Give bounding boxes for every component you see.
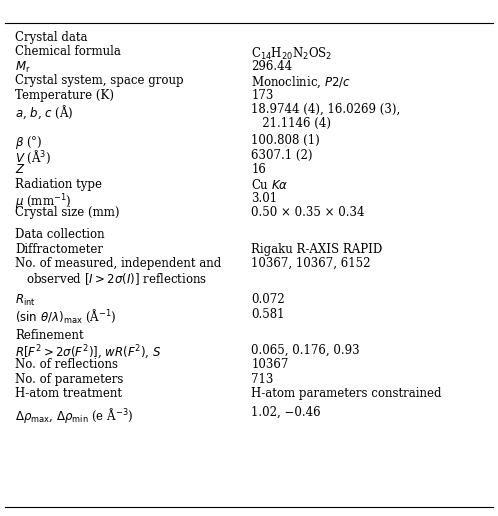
Text: 18.9744 (4), 16.0269 (3),: 18.9744 (4), 16.0269 (3), [251, 103, 401, 116]
Text: 10367, 10367, 6152: 10367, 10367, 6152 [251, 257, 371, 270]
Text: 3.01: 3.01 [251, 192, 277, 205]
Text: Diffractometer: Diffractometer [15, 243, 103, 255]
Text: 713: 713 [251, 373, 274, 385]
Text: $a$, $b$, $c$ (Å): $a$, $b$, $c$ (Å) [15, 103, 74, 121]
Text: C$_{14}$H$_{20}$N$_{2}$OS$_{2}$: C$_{14}$H$_{20}$N$_{2}$OS$_{2}$ [251, 45, 333, 61]
Text: $\mu$ (mm$^{-1}$): $\mu$ (mm$^{-1}$) [15, 192, 72, 212]
Text: No. of measured, independent and: No. of measured, independent and [15, 257, 221, 270]
Text: Refinement: Refinement [15, 329, 84, 342]
Text: Temperature (K): Temperature (K) [15, 89, 114, 102]
Text: $Z$: $Z$ [15, 163, 25, 176]
Text: Crystal system, space group: Crystal system, space group [15, 74, 184, 87]
Text: 0.50 × 0.35 × 0.34: 0.50 × 0.35 × 0.34 [251, 206, 365, 219]
Text: Rigaku R-AXIS RAPID: Rigaku R-AXIS RAPID [251, 243, 383, 255]
Text: No. of parameters: No. of parameters [15, 373, 124, 385]
Text: 0.065, 0.176, 0.93: 0.065, 0.176, 0.93 [251, 344, 360, 357]
Text: Monoclinic, $P2/c$: Monoclinic, $P2/c$ [251, 74, 352, 90]
Text: No. of reflections: No. of reflections [15, 358, 118, 371]
Text: Crystal data: Crystal data [15, 31, 88, 44]
Text: $V$ (Å$^{3}$): $V$ (Å$^{3}$) [15, 149, 51, 166]
Text: 10367: 10367 [251, 358, 289, 371]
Text: Crystal size (mm): Crystal size (mm) [15, 206, 120, 219]
Text: $R_\mathrm{int}$: $R_\mathrm{int}$ [15, 293, 36, 308]
Text: observed [$I > 2\sigma(I)$] reflections: observed [$I > 2\sigma(I)$] reflections [15, 271, 207, 287]
Text: $(\sin\,\theta/\lambda)_\mathrm{max}$ (Å$^{-1}$): $(\sin\,\theta/\lambda)_\mathrm{max}$ (Å… [15, 308, 117, 325]
Text: Radiation type: Radiation type [15, 178, 102, 190]
Text: $M_\mathrm{r}$: $M_\mathrm{r}$ [15, 60, 30, 75]
Text: 0.072: 0.072 [251, 293, 285, 306]
Text: $\beta$ (°): $\beta$ (°) [15, 134, 42, 151]
Text: 21.1146 (4): 21.1146 (4) [251, 117, 332, 130]
Text: H-atom treatment: H-atom treatment [15, 387, 122, 400]
Text: $\Delta\rho_\mathrm{max}$, $\Delta\rho_\mathrm{min}$ (e Å$^{-3}$): $\Delta\rho_\mathrm{max}$, $\Delta\rho_\… [15, 406, 133, 425]
Text: 100.808 (1): 100.808 (1) [251, 134, 320, 147]
Text: H-atom parameters constrained: H-atom parameters constrained [251, 387, 442, 400]
Text: 173: 173 [251, 89, 274, 102]
Text: 6307.1 (2): 6307.1 (2) [251, 149, 313, 162]
Text: Data collection: Data collection [15, 228, 105, 241]
Text: 1.02, −0.46: 1.02, −0.46 [251, 406, 321, 418]
Text: 16: 16 [251, 163, 266, 176]
Text: Chemical formula: Chemical formula [15, 45, 121, 58]
Text: $R[F^{2} > 2\sigma(F^{2})]$, $wR(F^{2})$, $S$: $R[F^{2} > 2\sigma(F^{2})]$, $wR(F^{2})$… [15, 344, 161, 362]
Text: 0.581: 0.581 [251, 308, 285, 320]
Text: 296.44: 296.44 [251, 60, 293, 73]
Text: Cu $K\alpha$: Cu $K\alpha$ [251, 178, 289, 191]
